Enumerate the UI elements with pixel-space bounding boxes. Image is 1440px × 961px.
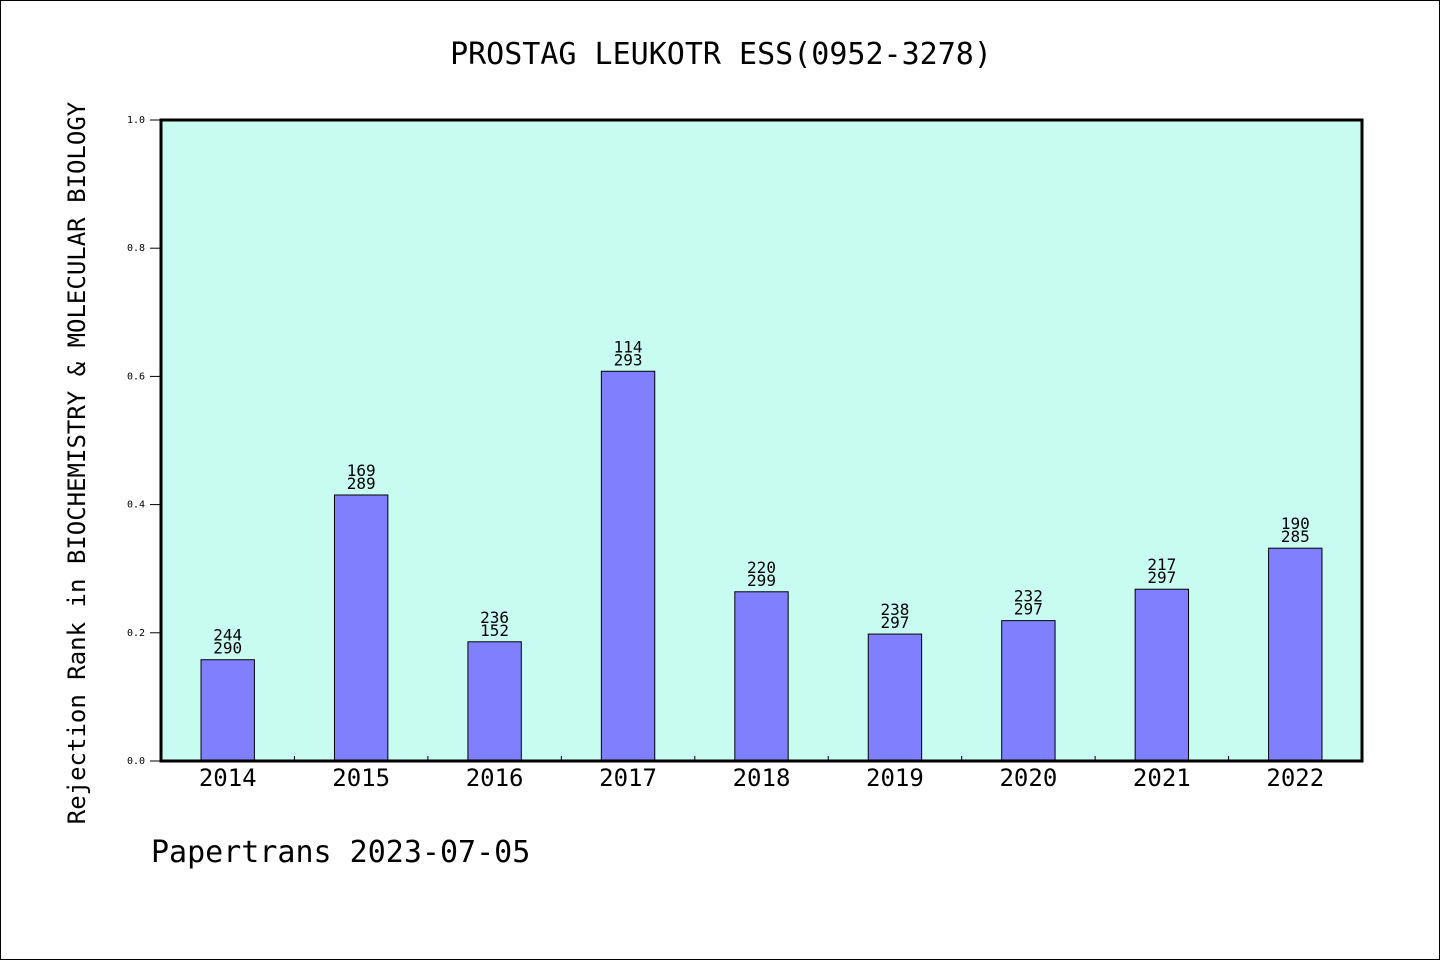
bar bbox=[1134, 588, 1190, 762]
bar bbox=[200, 659, 255, 762]
bar-label-top: 114 bbox=[614, 337, 643, 356]
chart-title: PROSTAG LEUKOTR ESS(0952-3278) bbox=[450, 37, 992, 72]
y-tick-label: 1.0 bbox=[127, 115, 145, 126]
y-tick-label: 0.0 bbox=[127, 756, 145, 767]
x-tick-label: 2015 bbox=[332, 764, 390, 792]
y-tick-label: 0.6 bbox=[127, 371, 145, 382]
y-tick-label: 0.2 bbox=[127, 628, 145, 639]
bar bbox=[734, 591, 789, 762]
bar bbox=[867, 633, 923, 762]
bar-label-top: 232 bbox=[1014, 587, 1043, 606]
bar bbox=[467, 641, 522, 762]
bar-label-top: 238 bbox=[880, 600, 909, 619]
bar bbox=[600, 370, 656, 762]
bar bbox=[1268, 547, 1323, 762]
plot-border bbox=[159, 118, 1364, 763]
bar-label-top: 169 bbox=[347, 461, 376, 480]
bar-label-bottom: 285 bbox=[1281, 527, 1310, 546]
bar-label-bottom: 299 bbox=[747, 571, 776, 590]
x-tick-label: 2018 bbox=[733, 764, 791, 792]
bar-label-bottom: 297 bbox=[1014, 600, 1043, 619]
x-tick-label: 2021 bbox=[1133, 764, 1191, 792]
bar-label-bottom: 297 bbox=[1147, 568, 1176, 587]
bar bbox=[1001, 620, 1056, 762]
bar-label-bottom: 152 bbox=[480, 621, 509, 640]
bar-label-bottom: 297 bbox=[880, 613, 909, 632]
bar-label-top: 220 bbox=[747, 558, 776, 577]
x-tick-label: 2020 bbox=[999, 764, 1057, 792]
x-tick-label: 2017 bbox=[599, 764, 657, 792]
footer-note: Papertrans 2023-07-05 bbox=[151, 835, 531, 870]
y-tick-label: 0.8 bbox=[127, 243, 145, 254]
bar bbox=[333, 494, 389, 762]
bar-label-bottom: 293 bbox=[614, 350, 643, 369]
x-tick-label: 2016 bbox=[466, 764, 524, 792]
bar-label-top: 217 bbox=[1147, 555, 1176, 574]
bar-label-bottom: 290 bbox=[213, 639, 242, 658]
y-tick-label: 0.4 bbox=[127, 500, 145, 511]
bar-label-top: 236 bbox=[480, 608, 509, 627]
x-tick-label: 2019 bbox=[866, 764, 924, 792]
x-tick-label: 2014 bbox=[199, 764, 257, 792]
bar-label-bottom: 289 bbox=[347, 474, 376, 493]
x-tick-label: 2022 bbox=[1266, 764, 1324, 792]
bar-label-top: 244 bbox=[213, 626, 242, 645]
bar-label-top: 190 bbox=[1281, 514, 1310, 533]
